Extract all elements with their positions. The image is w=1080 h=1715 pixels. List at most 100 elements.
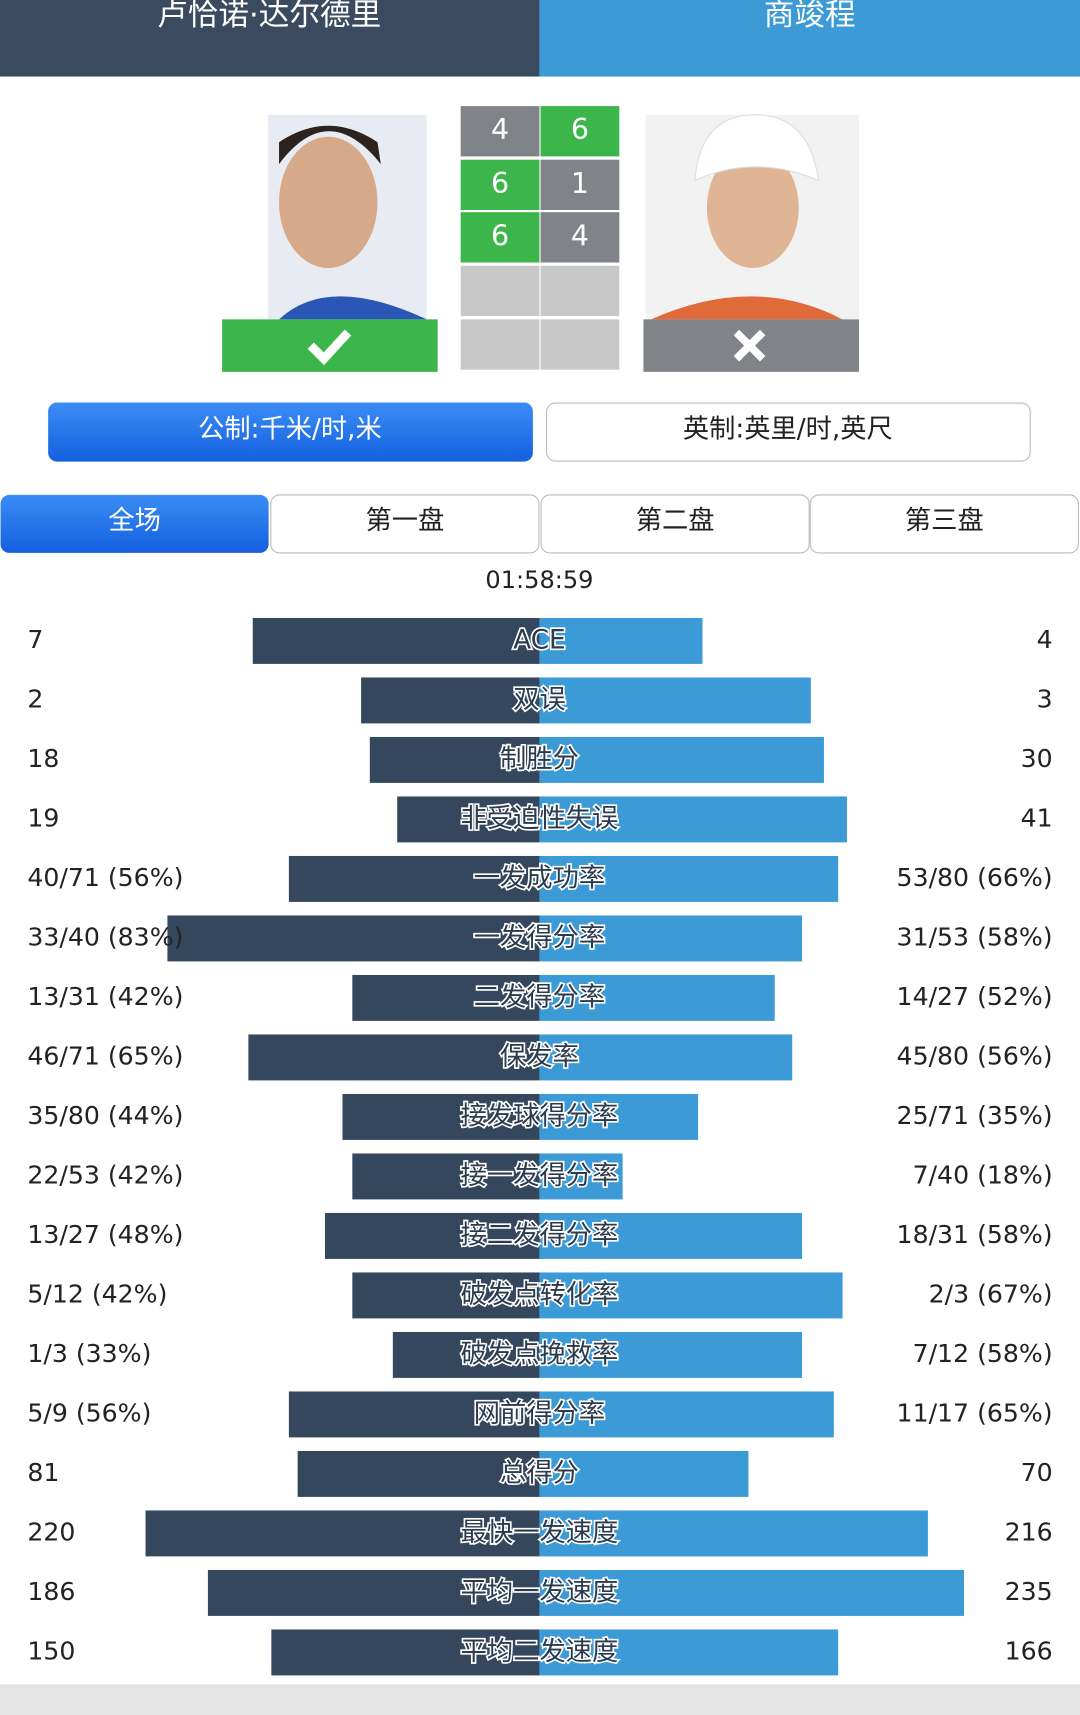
bar-right [539, 1331, 803, 1378]
stat-label: 双误 [513, 685, 566, 715]
stat-right: 235 [1005, 1577, 1053, 1606]
stat-label: 破发点转化率 [461, 1280, 619, 1310]
stat-label: ACE [513, 625, 565, 655]
stat-left: 5/9 (56%) [27, 1398, 151, 1427]
winner-badge [222, 319, 438, 372]
bar-right [539, 1153, 623, 1200]
stat-left: 81 [27, 1458, 59, 1487]
check-icon [307, 329, 352, 366]
stat-left: 2 [27, 684, 43, 713]
stat-left: 1/3 (33%) [27, 1339, 151, 1368]
tab[interactable] [540, 494, 810, 554]
tab-label: 第二盘 [636, 506, 715, 536]
stat-right: 31/53 (58%) [897, 922, 1053, 951]
stat-label: 接二发得分率 [461, 1220, 619, 1250]
stat-label: 非受迫性失误 [461, 804, 619, 834]
bar-left [397, 796, 540, 843]
stat-label: 最快一发速度 [461, 1518, 619, 1548]
stat-label: 一发得分率 [474, 923, 605, 953]
stat-left: 220 [27, 1517, 75, 1546]
stat-left: 33/40 (83%) [27, 922, 183, 951]
stat-label: 网前得分率 [474, 1399, 605, 1429]
bar-left [207, 1569, 540, 1616]
bar-right [539, 677, 811, 724]
score-cell [540, 212, 620, 263]
stat-left: 22/53 (42%) [27, 1160, 183, 1189]
bar-left [145, 1510, 540, 1557]
bar-right [539, 796, 847, 843]
bar-left [297, 1450, 540, 1497]
score: 1 [571, 167, 589, 200]
bar-right [539, 1391, 834, 1438]
stat-left: 13/27 (48%) [27, 1220, 183, 1249]
stat-right: 3 [1037, 684, 1053, 713]
stat-right: 30 [1021, 744, 1053, 773]
stat-left: 5/12 (42%) [27, 1279, 167, 1308]
score-cell [460, 212, 540, 263]
stat-left: 150 [27, 1636, 75, 1665]
score-cell [540, 106, 620, 157]
stat-right: 4 [1037, 625, 1053, 654]
score-cell [540, 159, 620, 210]
score: 6 [491, 167, 509, 200]
bar-right [539, 1272, 843, 1319]
bar-right [539, 1034, 793, 1081]
bar-right [539, 1093, 699, 1140]
stat-right: 53/80 (66%) [897, 863, 1053, 892]
stat-label: 制胜分 [500, 744, 579, 774]
stat-label: 接发球得分率 [461, 1101, 619, 1131]
unit-button[interactable] [48, 402, 533, 462]
score-cell [460, 106, 540, 157]
unit-button[interactable] [546, 402, 1031, 462]
stat-label: 平均二发速度 [461, 1637, 619, 1667]
bar-right [539, 915, 803, 962]
stat-left: 186 [27, 1577, 75, 1606]
bar-right [539, 1629, 839, 1676]
stat-right: 166 [1005, 1636, 1053, 1665]
stat-label: 保发率 [500, 1042, 579, 1072]
player-name: 商竣程 [764, 0, 856, 33]
stat-left: 18 [27, 744, 59, 773]
bar-left [352, 974, 540, 1021]
stat-label: 总得分 [500, 1458, 579, 1488]
stat-right: 70 [1021, 1458, 1053, 1487]
bar-left [271, 1629, 540, 1676]
tab-label: 第一盘 [365, 506, 444, 536]
stat-right: 18/31 (58%) [897, 1220, 1053, 1249]
score: 6 [491, 219, 509, 252]
bar-left [352, 1153, 540, 1200]
stat-right: 11/17 (65%) [897, 1398, 1053, 1427]
player-photo [645, 114, 859, 320]
player-name: 卢恰诺·达尔德里 [157, 0, 381, 33]
bar-left [361, 677, 540, 724]
stat-left: 35/80 (44%) [27, 1101, 183, 1130]
unit-label: 英制:英里/时,英尺 [683, 414, 893, 444]
bar-right [539, 1212, 803, 1259]
footer-strip [0, 1684, 1080, 1715]
tab[interactable] [809, 494, 1079, 554]
stat-right: 2/3 (67%) [929, 1279, 1053, 1308]
stat-label: 平均一发速度 [461, 1577, 619, 1607]
bar-left [324, 1212, 540, 1259]
header-right [539, 0, 1080, 77]
stat-right: 25/71 (35%) [897, 1101, 1053, 1130]
bar-right [539, 855, 839, 902]
stat-left: 13/31 (42%) [27, 982, 183, 1011]
stat-left: 46/71 (65%) [27, 1041, 183, 1070]
player-photo [268, 114, 427, 320]
bar-right [539, 1510, 928, 1557]
stat-right: 41 [1021, 803, 1053, 832]
bar-right [539, 736, 824, 783]
header-left [0, 0, 540, 77]
score-cell [540, 319, 620, 370]
bar-left [352, 1272, 540, 1319]
tab-label: 第三盘 [905, 506, 984, 536]
tab-label: 全场 [108, 506, 161, 536]
tab[interactable] [0, 494, 269, 553]
stat-label: 二发得分率 [474, 982, 605, 1012]
unit-label: 公制:千米/时,米 [198, 414, 382, 444]
cross-icon [733, 329, 766, 362]
tab[interactable] [270, 494, 540, 554]
stat-right: 7/40 (18%) [913, 1160, 1053, 1189]
